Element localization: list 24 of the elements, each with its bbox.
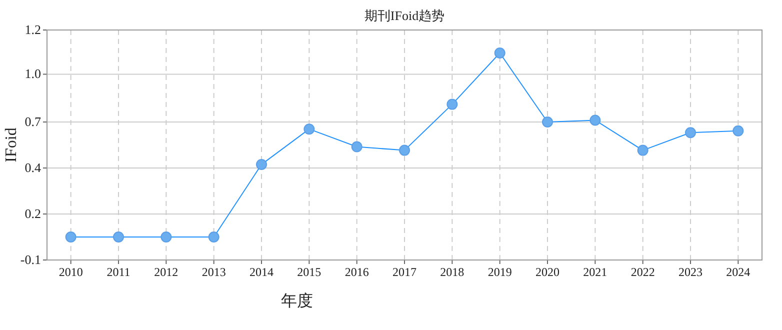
- x-axis-title: 年度: [281, 292, 313, 310]
- chart-title: 期刊IFoid趋势: [364, 8, 445, 23]
- x-tick-label: 2018: [440, 265, 464, 279]
- y-tick-label: -0.1: [20, 252, 41, 267]
- x-tick-label: 2012: [154, 265, 178, 279]
- x-tick-label: 2021: [583, 265, 608, 279]
- x-tick-label: 2024: [726, 265, 750, 279]
- x-tick-label: 2023: [678, 265, 702, 279]
- x-tick-label: 2020: [536, 265, 560, 279]
- y-axis-title: IFoid: [3, 128, 20, 162]
- x-tick-label: 2015: [297, 265, 322, 279]
- y-tick-label: 0.2: [24, 206, 41, 221]
- y-tick-label: 0.4: [24, 160, 42, 175]
- y-tick-label: 0.7: [24, 114, 42, 129]
- x-tick-label: 2022: [630, 265, 655, 279]
- x-tick-label: 2013: [202, 265, 226, 279]
- x-tick-label: 2014: [250, 265, 274, 279]
- y-tick-label: 1.2: [24, 22, 41, 37]
- y-tick-label: 1.0: [24, 66, 41, 82]
- x-tick-label: 2016: [344, 265, 369, 279]
- x-tick-label: 2017: [392, 265, 416, 279]
- x-tick-label: 2010: [58, 265, 83, 279]
- x-tick-label: 2019: [488, 265, 512, 279]
- x-tick-label: 2011: [106, 265, 130, 279]
